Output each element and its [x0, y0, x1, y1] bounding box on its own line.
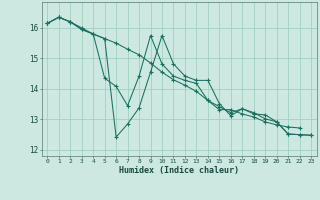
X-axis label: Humidex (Indice chaleur): Humidex (Indice chaleur)	[119, 166, 239, 175]
